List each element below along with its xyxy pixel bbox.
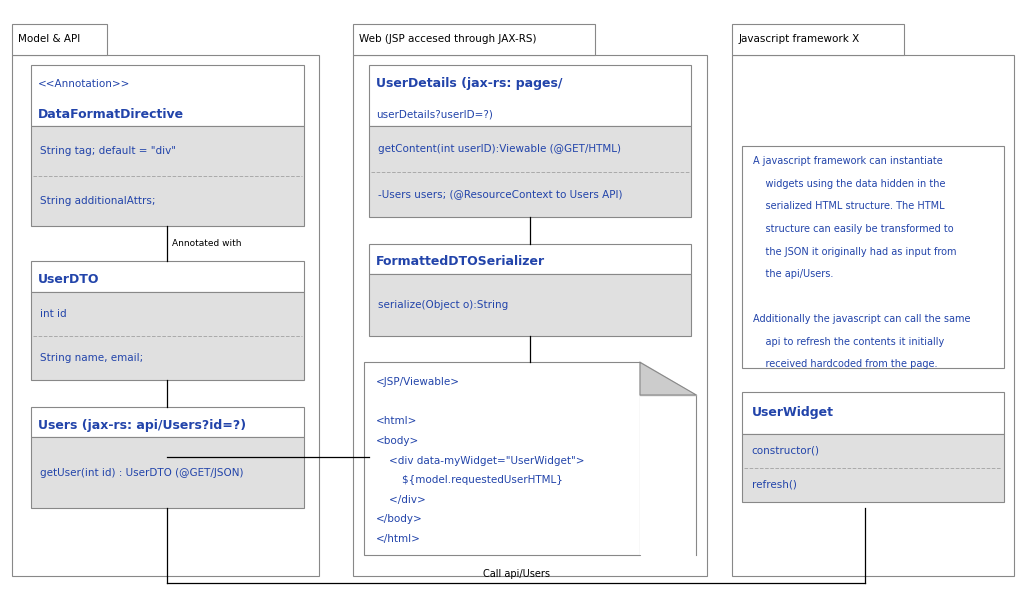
Bar	[353, 24, 595, 55]
Text: getContent(int userID):Viewable (@GET/HTML): getContent(int userID):Viewable (@GET/HT…	[378, 144, 621, 154]
Bar	[31, 437, 304, 508]
Text: Annotated with: Annotated with	[172, 239, 242, 248]
Text: String tag; default = "div": String tag; default = "div"	[40, 146, 176, 156]
Text: Call api/Users: Call api/Users	[482, 568, 550, 579]
Bar	[353, 55, 707, 576]
Text: FormattedDTOSerializer: FormattedDTOSerializer	[376, 255, 545, 268]
Text: </body>: </body>	[376, 514, 423, 525]
Bar	[742, 146, 1004, 368]
Text: UserDTO: UserDTO	[38, 273, 99, 286]
Text: DataFormatDirective: DataFormatDirective	[38, 108, 184, 121]
Text: UserWidget: UserWidget	[752, 406, 834, 419]
Text: serialize(Object o):String: serialize(Object o):String	[378, 300, 508, 310]
Bar	[31, 407, 304, 437]
Text: ${model.requestedUserHTML}: ${model.requestedUserHTML}	[376, 475, 562, 485]
Bar	[742, 434, 1004, 502]
Bar	[742, 392, 1004, 434]
Text: String additionalAttrs;: String additionalAttrs;	[40, 196, 156, 206]
Text: <html>: <html>	[376, 416, 417, 426]
Text: A javascript framework can instantiate: A javascript framework can instantiate	[753, 156, 942, 166]
Text: constructor(): constructor()	[752, 446, 819, 456]
Text: Users (jax-rs: api/Users?id=?): Users (jax-rs: api/Users?id=?)	[38, 419, 246, 432]
Bar	[12, 55, 319, 576]
Text: serialized HTML structure. The HTML: serialized HTML structure. The HTML	[753, 201, 944, 211]
Text: received hardcoded from the page.: received hardcoded from the page.	[753, 359, 937, 369]
Text: Model & API: Model & API	[18, 34, 81, 44]
Bar	[369, 65, 691, 127]
Bar	[364, 362, 640, 555]
Text: String name, email;: String name, email;	[40, 353, 143, 363]
Text: <JSP/Viewable>: <JSP/Viewable>	[376, 377, 460, 387]
Text: api to refresh the contents it initially: api to refresh the contents it initially	[753, 337, 944, 347]
Text: Additionally the javascript can call the same: Additionally the javascript can call the…	[753, 314, 970, 324]
Bar	[369, 127, 691, 217]
Text: structure can easily be transformed to: structure can easily be transformed to	[753, 224, 953, 234]
Text: </div>: </div>	[376, 495, 426, 505]
Text: the api/Users.: the api/Users.	[753, 269, 833, 279]
Text: <div data-myWidget="UserWidget">: <div data-myWidget="UserWidget">	[376, 456, 585, 466]
Text: <<Annotation>>: <<Annotation>>	[38, 78, 130, 89]
Bar	[31, 292, 304, 380]
Bar	[369, 244, 691, 274]
Text: </html>: </html>	[376, 534, 421, 544]
Text: refresh(): refresh()	[752, 480, 797, 490]
Text: getUser(int id) : UserDTO (@GET/JSON): getUser(int id) : UserDTO (@GET/JSON)	[40, 467, 244, 478]
Text: UserDetails (jax-rs: pages/: UserDetails (jax-rs: pages/	[376, 77, 562, 90]
Bar	[732, 24, 904, 55]
Text: userDetails?userID=?): userDetails?userID=?)	[376, 109, 493, 119]
Bar	[369, 274, 691, 336]
Text: -Users users; (@ResourceContext to Users API): -Users users; (@ResourceContext to Users…	[378, 189, 623, 199]
Text: widgets using the data hidden in the: widgets using the data hidden in the	[753, 179, 945, 189]
Bar	[12, 24, 108, 55]
Text: Web (JSP accesed through JAX-RS): Web (JSP accesed through JAX-RS)	[359, 34, 537, 44]
Bar	[732, 55, 1014, 576]
Text: int id: int id	[40, 309, 67, 319]
Bar	[640, 395, 696, 555]
Text: <body>: <body>	[376, 436, 419, 446]
Text: Javascript framework X: Javascript framework X	[738, 34, 859, 44]
Bar	[31, 261, 304, 292]
Bar	[31, 127, 304, 226]
Polygon shape	[640, 362, 696, 395]
Bar	[31, 65, 304, 127]
Text: the JSON it originally had as input from: the JSON it originally had as input from	[753, 247, 956, 257]
